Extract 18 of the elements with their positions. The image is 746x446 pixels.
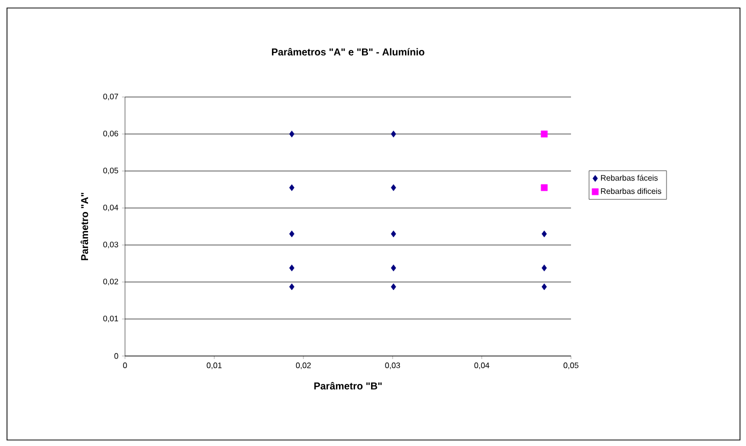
- point: [289, 264, 294, 272]
- point: [289, 184, 294, 192]
- point: [542, 264, 547, 272]
- y-axis-title: Parâmetro "A": [80, 192, 88, 260]
- point: [390, 130, 396, 138]
- point: [289, 130, 294, 138]
- point: [540, 130, 548, 138]
- point: [542, 230, 547, 238]
- point: [390, 264, 396, 272]
- point: [542, 283, 547, 290]
- point: [540, 184, 548, 192]
- chart-title: Parâmetros "A" e "B" - Alumínio: [272, 48, 424, 56]
- point: [390, 184, 396, 192]
- point: [289, 230, 294, 238]
- x-axis-title: Parâmetro "B": [314, 382, 382, 390]
- point: [390, 230, 396, 238]
- point: [289, 283, 294, 290]
- point: [390, 283, 396, 290]
